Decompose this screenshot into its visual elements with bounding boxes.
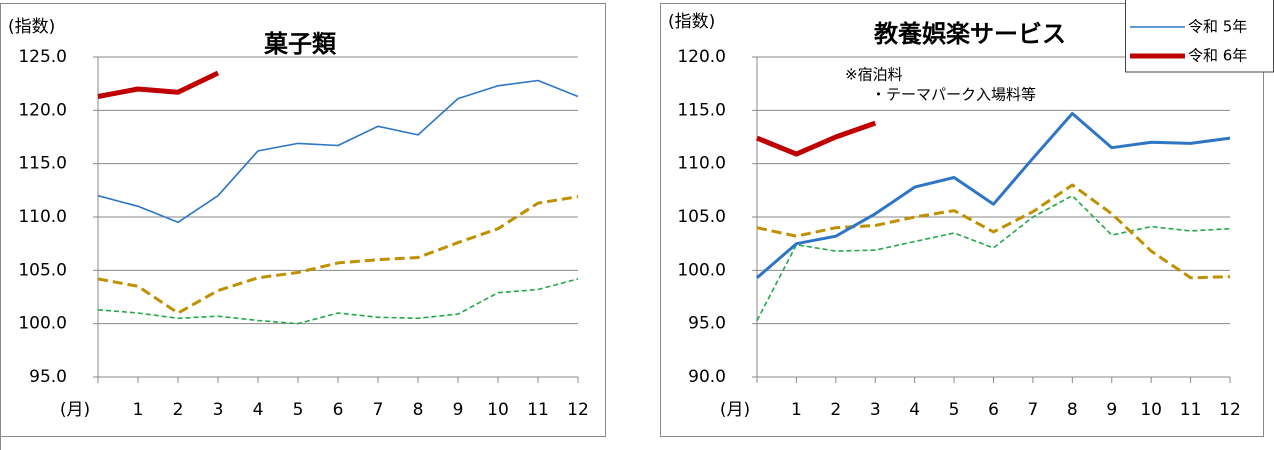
y-tick-label: 95.0 — [29, 367, 67, 387]
x-tick-label: 7 — [373, 400, 384, 420]
x-tick-label: 7 — [1028, 400, 1039, 420]
x-tick-label: 12 — [1219, 400, 1241, 420]
series-line — [756, 120, 877, 157]
y-tick-label: 120.0 — [18, 100, 67, 120]
y-tick-label: 115.0 — [677, 100, 726, 120]
x-tick-label: 5 — [293, 400, 304, 420]
right-panel — [660, 3, 1264, 437]
x-tick-label: 10 — [487, 400, 509, 420]
y-tick-label: 110.0 — [677, 154, 726, 174]
legend-label: 令和 5年 — [1188, 18, 1247, 36]
x-tick-label: 4 — [909, 400, 920, 420]
x-tick-label: 6 — [333, 400, 344, 420]
x-tick-label: 1 — [791, 400, 802, 420]
legend-box — [1125, 0, 1274, 73]
x-tick-label: 12 — [567, 400, 589, 420]
x-tick-label: 8 — [413, 400, 424, 420]
x-tick-label: 6 — [988, 400, 999, 420]
x-tick-label: 3 — [213, 400, 224, 420]
x-tick-label: 2 — [830, 400, 841, 420]
y-tick-label: 90.0 — [688, 367, 726, 387]
x-tick-label: 10 — [1140, 400, 1162, 420]
y-tick-label: 120.0 — [677, 47, 726, 67]
series-line — [97, 278, 579, 325]
series-line — [756, 112, 1231, 279]
x-tick-label: 4 — [253, 400, 264, 420]
y-tick-label: 100.0 — [18, 314, 67, 334]
x-tick-label: 9 — [453, 400, 464, 420]
x-axis-label: (月) — [60, 400, 90, 420]
x-tick-label: 5 — [949, 400, 960, 420]
y-tick-label: 125.0 — [18, 47, 67, 67]
series-line — [97, 70, 220, 99]
y-tick-label: 110.0 — [18, 207, 67, 227]
series-line — [97, 79, 579, 224]
chart-title: 菓子類 — [263, 30, 337, 58]
y-tick-label: 100.0 — [677, 260, 726, 280]
x-tick-label: 9 — [1106, 400, 1117, 420]
series-line — [756, 183, 1231, 280]
series-line — [97, 195, 579, 315]
y-tick-label: 115.0 — [18, 154, 67, 174]
left-panel — [0, 3, 606, 437]
x-tick-label: 11 — [527, 400, 549, 420]
x-tick-label: 2 — [173, 400, 184, 420]
annotation: ・テーマパーク入場料等 — [871, 86, 1036, 104]
y-axis-label: (指数) — [8, 17, 55, 37]
x-tick-label: 3 — [870, 400, 881, 420]
y-tick-label: 105.0 — [677, 207, 726, 227]
legend-label: 令和 6年 — [1188, 47, 1247, 65]
annotation: ※宿泊料 — [845, 66, 903, 84]
x-tick-label: 11 — [1180, 400, 1202, 420]
x-tick-label: 8 — [1067, 400, 1078, 420]
y-tick-label: 105.0 — [18, 260, 67, 280]
y-axis-label: (指数) — [668, 12, 715, 32]
chart-title: 教養娯楽サービス — [874, 20, 1066, 48]
x-axis-label: (月) — [720, 400, 750, 420]
y-tick-label: 95.0 — [688, 314, 726, 334]
x-tick-label: 1 — [133, 400, 144, 420]
